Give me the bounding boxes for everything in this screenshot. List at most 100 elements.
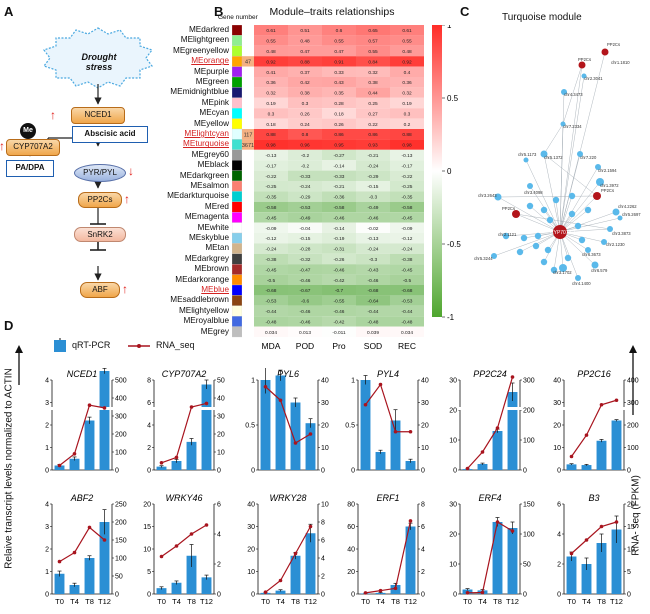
- gene-number-cell: [242, 170, 254, 181]
- heatmap-cell: [356, 97, 390, 109]
- heatmap-cell-value: -0.29: [300, 195, 311, 201]
- y-right-tick-label: 10: [421, 445, 429, 452]
- heatmap-cell-value: -0.31: [334, 247, 345, 253]
- module-color-swatch: [232, 305, 243, 317]
- network-edge: [559, 166, 599, 233]
- heatmap-cell-value: -0.24: [266, 247, 277, 253]
- y-left-tick-label: 2: [147, 445, 151, 452]
- heatmap-cell-value: 0.65: [368, 28, 378, 34]
- heatmap-cell: [322, 77, 356, 88]
- heatmap-cell: [356, 326, 390, 337]
- network-node: [568, 192, 576, 200]
- heatmap-cell: [322, 243, 356, 254]
- network-node-label: PP2Cs: [502, 206, 515, 211]
- heatmap-cell-value: 0.24: [300, 122, 310, 128]
- gene-number-cell: [242, 316, 254, 327]
- heatmap-cell-value: 0.61: [402, 28, 412, 34]
- gene-number-cell: [242, 264, 254, 275]
- heatmap-cell-value: -0.15: [368, 184, 379, 190]
- y-left-tick-label: 20: [449, 532, 457, 539]
- network-node-label: chr7.220: [580, 155, 597, 160]
- chart-title: WRKY28: [269, 493, 306, 503]
- y-right-tick-label: 40: [217, 396, 225, 403]
- heatmap-cell-value: 0.98: [402, 143, 412, 149]
- heatmap-cell: [254, 253, 288, 265]
- y-right-tick-label: 300: [627, 400, 639, 407]
- rna-seq-point: [293, 441, 298, 445]
- heatmap-cell-value: -0.09: [266, 226, 277, 232]
- network-node: [578, 61, 586, 69]
- heatmap-cell: [288, 87, 322, 98]
- rna-seq-line: [467, 521, 513, 594]
- heatmap-cell-value: -0.5: [267, 278, 276, 284]
- heatmap-cell-value: 0.38: [368, 80, 378, 86]
- heatmap-cell: [390, 160, 424, 171]
- heatmap-cell: [288, 77, 322, 88]
- heatmap-cell-value: 0.48: [402, 49, 412, 55]
- y-right-tick-label: 200: [115, 432, 127, 439]
- y-left-tick-label: 0.5: [345, 423, 355, 430]
- heatmap-cell: [322, 129, 356, 140]
- y-left-tick-label: 4: [147, 423, 151, 430]
- heatmap-cell-value: -0.45: [266, 215, 277, 221]
- heatmap-cell-value: -0.35: [266, 195, 277, 201]
- heatmap-cell: [390, 108, 424, 119]
- heatmap-cell-value: 0.3: [268, 111, 275, 117]
- y-left-tick-label: 30: [553, 400, 561, 407]
- network-node: [502, 232, 510, 240]
- heatmap-cell-value: -0.58: [266, 205, 277, 211]
- rna-seq-point: [584, 433, 589, 437]
- y-left-tick-label: 4: [45, 502, 49, 509]
- heatmap-cell-value: -0.22: [266, 174, 277, 180]
- heatmap-cell: [288, 285, 322, 296]
- heatmap-cell-value: 0.35: [334, 91, 344, 97]
- module-name-list: MEdarkred MElightgreen MEgreenyellow MEoran…: [136, 25, 232, 337]
- heatmap-cell-value: 0.32: [402, 91, 412, 97]
- gene-number-cell: [242, 108, 254, 119]
- heatmap-cell: [390, 264, 424, 275]
- gene-number-cell: [242, 233, 254, 244]
- heatmap-cell-value: -0.45: [266, 267, 277, 273]
- heatmap-cell: [288, 56, 322, 67]
- module-color-swatch: [232, 76, 243, 88]
- chart-title: B3: [588, 493, 599, 503]
- heatmap-cell-value: -0.58: [334, 205, 345, 211]
- heatmap-cell-value: -0.2: [301, 153, 310, 159]
- heatmap-cell-value: -0.17: [402, 163, 413, 169]
- heatmap-cell: [288, 66, 322, 77]
- heatmap-cell: [322, 160, 356, 171]
- x-tick-label: T12: [98, 597, 111, 606]
- heatmap-cell: [390, 118, 424, 129]
- colorbar: [432, 25, 442, 317]
- network-node: [544, 246, 552, 254]
- heatmap-cell: [254, 56, 288, 67]
- rna-seq-point: [393, 429, 398, 434]
- network-node: [561, 89, 567, 95]
- heatmap-cell-value: 0.36: [266, 80, 276, 86]
- heatmap-cell: [254, 170, 288, 181]
- network-node-label: chr6.3673: [582, 252, 601, 257]
- rna-seq-point: [102, 406, 107, 410]
- y-right-tick-label: 200: [115, 520, 127, 527]
- y-left-tick-label: 6: [557, 502, 561, 509]
- heatmap-cell-value: -0.15: [300, 236, 311, 242]
- heatmap-cell-value: -0.45: [402, 267, 413, 273]
- heatmap-cell-value: -0.67: [300, 288, 311, 294]
- x-tick-label: T4: [172, 597, 181, 606]
- module-label: MEdarkgrey: [184, 253, 229, 263]
- heatmap-cell: [390, 181, 424, 192]
- rna-seq-point: [293, 551, 298, 556]
- heatmap-cell-value: -0.21: [368, 153, 379, 159]
- module-color-swatch: [232, 56, 243, 67]
- heatmap-cell: [322, 233, 356, 244]
- network-edge: [559, 217, 621, 233]
- y-left-tick-label: 0: [557, 468, 561, 475]
- heatmap-cell: [288, 212, 322, 223]
- heatmap-cell: [356, 305, 390, 317]
- y-left-tick-label: 30: [449, 378, 457, 385]
- heatmap-cell: [356, 139, 390, 150]
- network-edge: [559, 153, 581, 233]
- heatmap-cell-value: -0.25: [266, 184, 277, 190]
- qrt-bar: [375, 452, 386, 470]
